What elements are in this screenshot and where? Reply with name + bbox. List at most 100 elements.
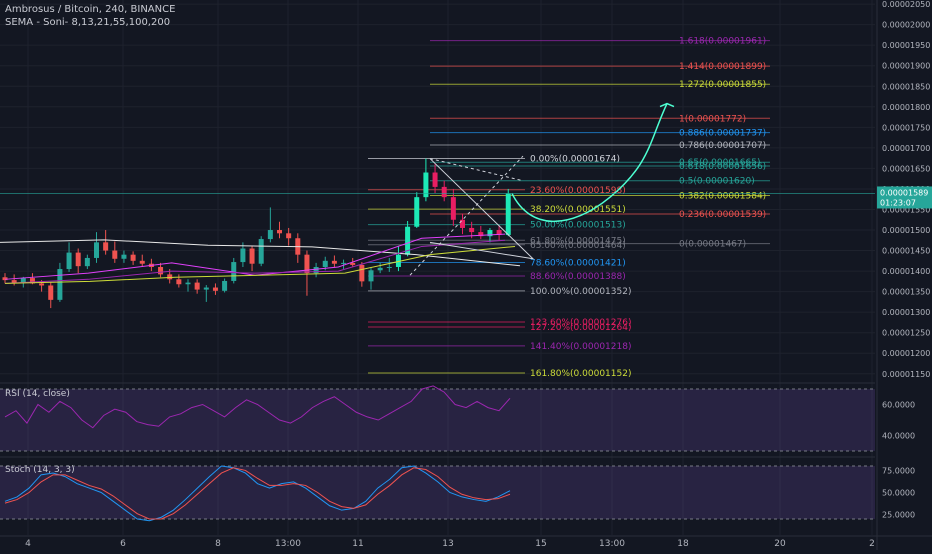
rsi-title: RSI (14, close)	[5, 389, 70, 399]
fib-retracement-label: 127.20%(0.00001264)	[530, 323, 631, 333]
candle-body	[48, 285, 54, 300]
candle-body	[386, 266, 392, 268]
candle-body	[222, 280, 228, 291]
candle-body	[505, 193, 511, 235]
candle-body	[112, 250, 118, 259]
candle-body	[377, 267, 383, 271]
candle-body	[130, 254, 136, 261]
price-tick-label: 0.00001800	[882, 103, 930, 112]
fib-retracement-label: 161.80%(0.00001152)	[530, 369, 631, 379]
candle-body	[57, 269, 63, 300]
fib-extension-label: 0.786(0.00001707)	[679, 141, 766, 151]
time-tick-label: 8	[215, 539, 221, 549]
price-tick-label: 0.00001750	[882, 123, 930, 132]
candle-body	[277, 230, 282, 234]
fib-extension-label: 0.886(0.00001737)	[679, 129, 766, 139]
candle-body	[20, 278, 26, 283]
fib-extension-label: 0.382(0.00001584)	[679, 192, 766, 202]
sema-legend: SEMA - Soni- 8,13,21,55,100,200	[5, 17, 171, 28]
projection-arrowhead	[659, 102, 675, 108]
candle-body	[103, 242, 109, 251]
time-tick-label: 15	[535, 539, 546, 549]
candle-body	[350, 262, 356, 265]
fib-retracement-label: 38.20%(0.00001551)	[530, 205, 626, 215]
candle-body	[94, 242, 99, 258]
candle-body	[405, 226, 411, 255]
projection-curve	[511, 103, 668, 223]
rsi-tick-label: 60.0000	[882, 401, 915, 410]
candle-body	[460, 219, 465, 228]
candle-body	[258, 239, 264, 264]
stoch-d-line	[4, 467, 511, 520]
candle-body	[158, 266, 164, 275]
candle-body	[487, 230, 493, 237]
candle-body	[11, 280, 17, 283]
stoch-band	[0, 466, 875, 519]
candle-body	[249, 248, 255, 264]
price-tick-label: 0.00001900	[882, 62, 930, 71]
fib-retracement-label: 0.00%(0.00001674)	[530, 155, 620, 165]
price-tick-label: 0.00001200	[882, 349, 930, 358]
candle-body	[231, 262, 237, 281]
candle-body	[496, 230, 502, 235]
stoch-k-line	[4, 465, 511, 522]
candle-body	[341, 262, 347, 264]
ma-line-yellow	[4, 245, 516, 284]
fib-extension-label: 0(0.00001467)	[679, 240, 746, 250]
price-tick-label: 0.00001350	[882, 288, 930, 297]
rsi-line	[4, 385, 511, 429]
candle-body	[304, 254, 310, 274]
current-price-label: 0.00001589	[880, 188, 928, 197]
fib-extension-label: 0.236(0.00001539)	[679, 210, 766, 220]
candle-body	[212, 287, 218, 291]
candle-body	[267, 230, 273, 240]
stoch-tick-label: 75.0000	[882, 466, 915, 475]
wedge-drawing	[429, 158, 535, 260]
fib-extension-label: 1(0.00001772)	[679, 114, 746, 124]
candle-body	[75, 252, 81, 267]
time-tick-label: 6	[120, 539, 126, 549]
candle-body	[29, 278, 35, 284]
candle-body	[194, 282, 200, 290]
candle-body	[176, 279, 182, 285]
fib-retracement-label: 50.00%(0.00001513)	[530, 221, 626, 231]
candle-body	[84, 257, 90, 267]
candle-body	[167, 274, 173, 280]
price-tick-label: 0.00001700	[882, 144, 930, 153]
candle-body	[203, 287, 209, 290]
candle-body	[395, 254, 401, 267]
price-tick-label: 0.00001250	[882, 329, 930, 338]
price-tick-label: 0.00001650	[882, 164, 930, 173]
candle-body	[286, 233, 292, 239]
time-tick-label: 13	[442, 539, 453, 549]
fib-retracement-label: 88.60%(0.00001388)	[530, 272, 626, 282]
fib-retracement-label: 123.60%(0.00001276)	[530, 318, 631, 328]
candle-body	[322, 260, 328, 267]
fib-extension-label: 0.5(0.00001620)	[679, 177, 755, 187]
price-tick-label: 0.00001950	[882, 41, 930, 50]
price-tick-label: 0.00001300	[882, 308, 930, 317]
price-tick-label: 0.00001400	[882, 267, 930, 276]
candle-body	[313, 266, 319, 274]
candle-body	[39, 283, 45, 286]
symbol-title: Ambrosus / Bitcoin, 240, BINANCE	[5, 4, 176, 15]
time-tick-label: 13:00	[275, 539, 301, 549]
ma-line-purple	[4, 239, 506, 284]
rsi-band	[0, 389, 875, 451]
fib-retracement-label: 78.60%(0.00001421)	[530, 258, 626, 268]
fib-extension-label: 1.272(0.00001855)	[679, 80, 766, 90]
fib-extension-label: 1.414(0.00001899)	[679, 62, 766, 72]
price-tick-label: 0.00002050	[882, 0, 930, 9]
price-tick-label: 0.00001150	[882, 370, 930, 379]
time-tick-label: 20	[774, 539, 786, 549]
current-price-badge[interactable]	[877, 186, 932, 209]
time-tick-label: 11	[352, 539, 363, 549]
trend-dashed-line	[429, 158, 524, 182]
time-tick-label: 13:00	[599, 539, 625, 549]
fib-retracement-label: 100.00%(0.00001352)	[530, 287, 631, 297]
fib-extension-label: 0.618(0.00001656)	[679, 162, 766, 172]
time-tick-label: 4	[25, 539, 31, 549]
rsi-tick-label: 40.0000	[882, 432, 915, 441]
